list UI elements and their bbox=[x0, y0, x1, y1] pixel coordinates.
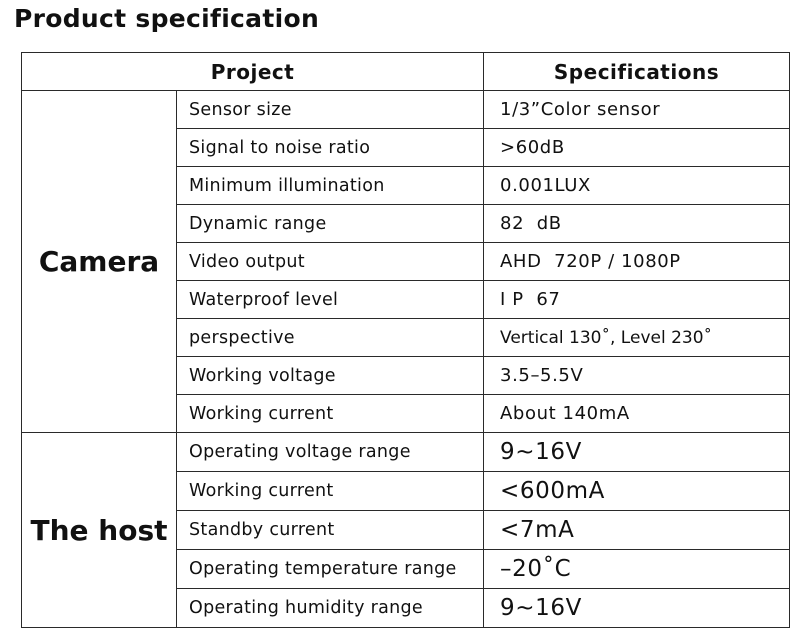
spec-value: 0.001LUX bbox=[483, 166, 791, 205]
spec-item: Sensor size bbox=[175, 90, 485, 129]
table-row: Minimum illumination 0.001LUX bbox=[22, 166, 791, 205]
table-row: Working current About 140mA bbox=[22, 394, 791, 433]
table-row: Dynamic range 82 dB bbox=[22, 204, 791, 243]
header-project: Project bbox=[20, 52, 485, 91]
spec-value: <7mA bbox=[483, 510, 791, 550]
spec-table: Project Specifications Camera Sensor siz… bbox=[20, 52, 791, 628]
spec-value: >60dB bbox=[483, 128, 791, 167]
spec-item: Operating humidity range bbox=[175, 588, 485, 628]
spec-item: Working current bbox=[175, 394, 485, 433]
spec-value: 9~16V bbox=[483, 588, 791, 628]
header-specifications: Specifications bbox=[483, 52, 791, 91]
spec-value: I P 67 bbox=[483, 280, 791, 319]
table-row: Camera Sensor size 1/3”Color sensor bbox=[21, 90, 791, 433]
table-row: Working voltage 3.5–5.5V bbox=[22, 356, 791, 395]
spec-item: Waterproof level bbox=[175, 280, 485, 319]
page-title: Product specification bbox=[14, 4, 320, 33]
spec-value: AHD 720P / 1080P bbox=[483, 242, 791, 281]
spec-item: Working voltage bbox=[175, 356, 485, 395]
table-row: Operating temperature range –20˚C bbox=[22, 549, 791, 589]
table-row: Working current <600mA bbox=[22, 471, 791, 511]
table-row: Video output AHD 720P / 1080P bbox=[22, 242, 791, 281]
table-row: Signal to noise ratio >60dB bbox=[22, 128, 791, 167]
spec-value: 9~16V bbox=[483, 432, 791, 472]
spec-item: Standby current bbox=[175, 510, 485, 550]
group-label-host: The host bbox=[21, 432, 177, 628]
spec-item: Working current bbox=[175, 471, 485, 511]
spec-value: 82 dB bbox=[483, 204, 791, 243]
spec-value: –20˚C bbox=[483, 549, 791, 589]
table-header-row: Project Specifications bbox=[20, 52, 791, 91]
spec-value: <600mA bbox=[483, 471, 791, 511]
table-row: Standby current <7mA bbox=[22, 510, 791, 550]
spec-value: 3.5–5.5V bbox=[483, 356, 791, 395]
spec-item: Signal to noise ratio bbox=[175, 128, 485, 167]
spec-item: Operating voltage range bbox=[175, 432, 485, 472]
spec-item: Video output bbox=[175, 242, 485, 281]
group-label-camera: Camera bbox=[21, 90, 177, 433]
table-row: Operating humidity range 9~16V bbox=[22, 588, 791, 628]
spec-item: Operating temperature range bbox=[175, 549, 485, 589]
spec-item: Minimum illumination bbox=[175, 166, 485, 205]
table-row: perspective Vertical 130˚, Level 230˚ bbox=[22, 318, 791, 357]
spec-value: About 140mA bbox=[483, 394, 791, 433]
spec-value: Vertical 130˚, Level 230˚ bbox=[483, 318, 791, 357]
table-row: The host Operating voltage range 9~16V bbox=[21, 432, 791, 628]
spec-item: perspective bbox=[175, 318, 485, 357]
spec-value: 1/3”Color sensor bbox=[483, 90, 791, 129]
spec-item: Dynamic range bbox=[175, 204, 485, 243]
